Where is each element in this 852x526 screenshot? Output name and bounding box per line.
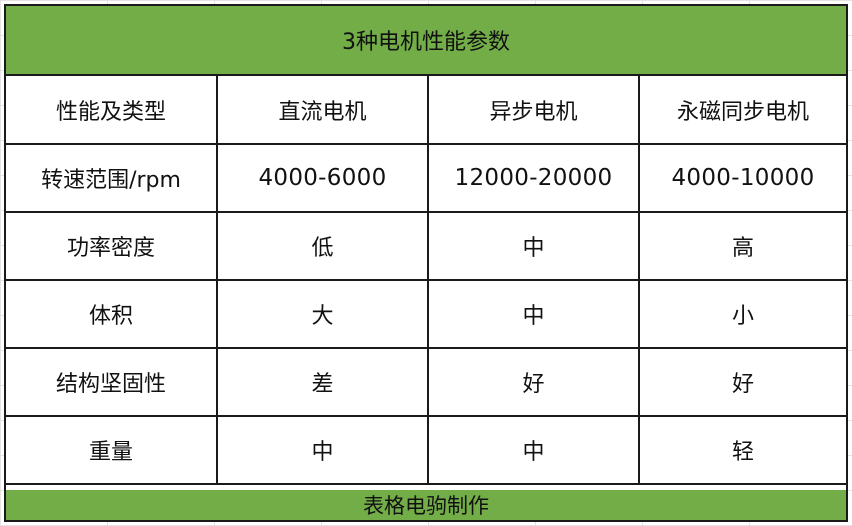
table-cell: 12000-20000 <box>428 144 640 213</box>
table-cell: 差 <box>217 348 429 417</box>
row-label-weight: 重量 <box>6 416 218 485</box>
table-cell: 4000-10000 <box>639 144 846 213</box>
header-cell-pmsm: 永磁同步电机 <box>639 76 846 145</box>
data-grid: 性能及类型 直流电机 异步电机 永磁同步电机 转速范围/rpm 4000-600… <box>6 76 846 485</box>
table-cell: 轻 <box>639 416 846 485</box>
row-label-power-density: 功率密度 <box>6 212 218 281</box>
table-row: 结构坚固性 差 好 好 <box>6 348 846 417</box>
row-label-volume: 体积 <box>6 280 218 349</box>
motor-comparison-table: 3种电机性能参数 性能及类型 直流电机 异步电机 永磁同步电机 转速范围/rpm… <box>4 4 848 522</box>
table-cell: 低 <box>217 212 429 281</box>
table-cell: 中 <box>428 212 640 281</box>
header-cell-property: 性能及类型 <box>6 76 218 145</box>
table-row: 转速范围/rpm 4000-6000 12000-20000 4000-1000… <box>6 144 846 213</box>
row-label-robustness: 结构坚固性 <box>6 348 218 417</box>
table-row: 功率密度 低 中 高 <box>6 212 846 281</box>
table-cell: 中 <box>428 280 640 349</box>
header-cell-dc-motor: 直流电机 <box>217 76 429 145</box>
header-row: 性能及类型 直流电机 异步电机 永磁同步电机 <box>6 76 846 145</box>
table-title: 3种电机性能参数 <box>6 6 846 76</box>
table-footer: 表格电驹制作 <box>6 490 846 520</box>
table-cell: 好 <box>639 348 846 417</box>
header-cell-async-motor: 异步电机 <box>428 76 640 145</box>
table-cell: 4000-6000 <box>217 144 429 213</box>
table-cell: 中 <box>428 416 640 485</box>
table-cell: 高 <box>639 212 846 281</box>
table-row: 体积 大 中 小 <box>6 280 846 349</box>
table-cell: 小 <box>639 280 846 349</box>
table-cell: 中 <box>217 416 429 485</box>
table-row: 重量 中 中 轻 <box>6 416 846 485</box>
table-cell: 大 <box>217 280 429 349</box>
table-cell: 好 <box>428 348 640 417</box>
row-label-speed-range: 转速范围/rpm <box>6 144 218 213</box>
